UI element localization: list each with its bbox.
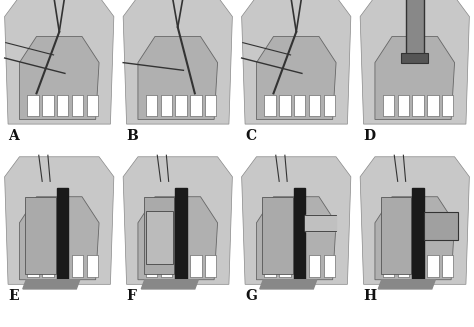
Bar bbox=[161, 95, 172, 116]
Bar bbox=[190, 95, 201, 116]
Bar bbox=[398, 255, 409, 277]
Bar bbox=[87, 255, 98, 277]
Bar bbox=[412, 95, 424, 116]
Polygon shape bbox=[138, 197, 218, 280]
Bar bbox=[383, 255, 394, 277]
Polygon shape bbox=[305, 215, 336, 231]
Bar bbox=[309, 255, 320, 277]
Polygon shape bbox=[256, 197, 336, 280]
Bar bbox=[324, 255, 335, 277]
Polygon shape bbox=[57, 187, 68, 280]
Bar bbox=[262, 197, 293, 274]
Polygon shape bbox=[256, 37, 336, 119]
Bar bbox=[57, 95, 68, 116]
Bar bbox=[25, 197, 56, 274]
Bar bbox=[146, 255, 157, 277]
Bar bbox=[205, 255, 217, 277]
Bar bbox=[279, 255, 291, 277]
Text: F: F bbox=[127, 289, 137, 303]
Bar bbox=[57, 255, 68, 277]
Bar bbox=[161, 255, 172, 277]
Polygon shape bbox=[242, 0, 351, 124]
Polygon shape bbox=[19, 37, 99, 119]
Polygon shape bbox=[5, 0, 114, 124]
Polygon shape bbox=[23, 280, 80, 289]
Bar bbox=[401, 53, 428, 63]
Bar bbox=[279, 95, 291, 116]
Bar bbox=[427, 255, 438, 277]
Polygon shape bbox=[360, 157, 469, 284]
Bar bbox=[442, 255, 454, 277]
Bar bbox=[424, 212, 458, 240]
Polygon shape bbox=[375, 37, 455, 119]
Bar bbox=[72, 255, 83, 277]
Bar bbox=[190, 255, 201, 277]
Bar bbox=[144, 197, 174, 274]
Bar bbox=[42, 95, 54, 116]
Text: A: A bbox=[8, 129, 19, 143]
Text: H: H bbox=[364, 289, 377, 303]
Bar bbox=[383, 95, 394, 116]
Bar bbox=[442, 95, 454, 116]
Polygon shape bbox=[260, 280, 317, 289]
Bar bbox=[427, 95, 438, 116]
Polygon shape bbox=[360, 0, 469, 124]
Bar bbox=[294, 255, 305, 277]
Polygon shape bbox=[412, 187, 424, 280]
Bar bbox=[42, 255, 54, 277]
Text: G: G bbox=[245, 289, 257, 303]
Bar bbox=[398, 95, 409, 116]
Bar bbox=[264, 255, 276, 277]
Polygon shape bbox=[378, 280, 435, 289]
Bar bbox=[87, 95, 98, 116]
Polygon shape bbox=[242, 157, 351, 284]
Bar bbox=[309, 95, 320, 116]
Bar bbox=[324, 95, 335, 116]
Bar bbox=[264, 95, 276, 116]
Bar bbox=[294, 95, 305, 116]
Polygon shape bbox=[138, 37, 218, 119]
Text: B: B bbox=[127, 129, 138, 143]
Bar bbox=[146, 95, 157, 116]
Polygon shape bbox=[294, 187, 305, 280]
Bar bbox=[27, 95, 39, 116]
Polygon shape bbox=[5, 157, 114, 284]
Polygon shape bbox=[175, 187, 187, 280]
Bar bbox=[72, 95, 83, 116]
Polygon shape bbox=[123, 0, 232, 124]
Text: E: E bbox=[8, 289, 18, 303]
Bar bbox=[412, 255, 424, 277]
Bar bbox=[406, 0, 424, 58]
Text: D: D bbox=[364, 129, 376, 143]
Polygon shape bbox=[141, 280, 198, 289]
Bar bbox=[175, 95, 187, 116]
Polygon shape bbox=[19, 197, 99, 280]
Text: C: C bbox=[245, 129, 256, 143]
Polygon shape bbox=[123, 157, 232, 284]
Bar bbox=[175, 255, 187, 277]
Polygon shape bbox=[375, 197, 455, 280]
Bar bbox=[146, 211, 173, 264]
Bar bbox=[27, 255, 39, 277]
Bar bbox=[381, 197, 411, 274]
Bar bbox=[205, 95, 217, 116]
